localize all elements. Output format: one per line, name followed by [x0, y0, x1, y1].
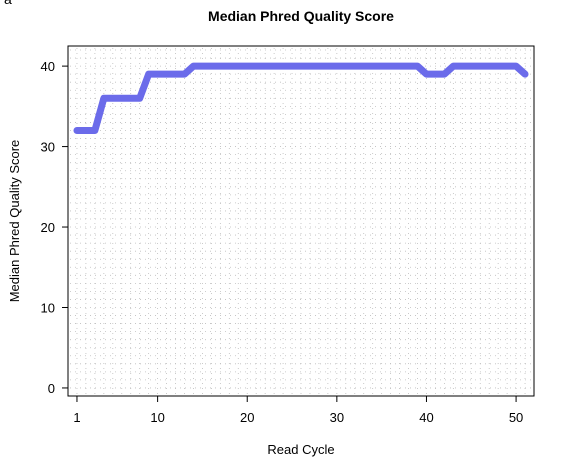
x-axis: 1 10 20 30 40 50 — [73, 396, 523, 425]
y-tick-label: 0 — [48, 381, 55, 396]
x-axis-label: Read Cycle — [267, 442, 334, 457]
x-tick-label: 1 — [73, 410, 80, 425]
x-tick-label: 50 — [509, 410, 523, 425]
series-line — [73, 62, 529, 134]
y-tick-label: 30 — [41, 140, 55, 155]
x-tick-label: 40 — [419, 410, 433, 425]
y-tick-label: 10 — [41, 300, 55, 315]
grid-dots — [70, 48, 532, 394]
panel-corner-label: a — [4, 0, 12, 6]
x-tick-label: 20 — [240, 410, 254, 425]
y-tick-label: 20 — [41, 220, 55, 235]
y-tick-label: 40 — [41, 59, 55, 74]
series-layer — [73, 62, 529, 134]
plot-frame — [67, 45, 535, 397]
x-tick-label: 10 — [150, 410, 164, 425]
y-axis-label: Median Phred Quality Score — [7, 140, 22, 303]
chart-title: Median Phred Quality Score — [208, 8, 394, 24]
y-axis: 0 10 20 30 40 — [41, 59, 68, 396]
x-tick-label: 30 — [330, 410, 344, 425]
